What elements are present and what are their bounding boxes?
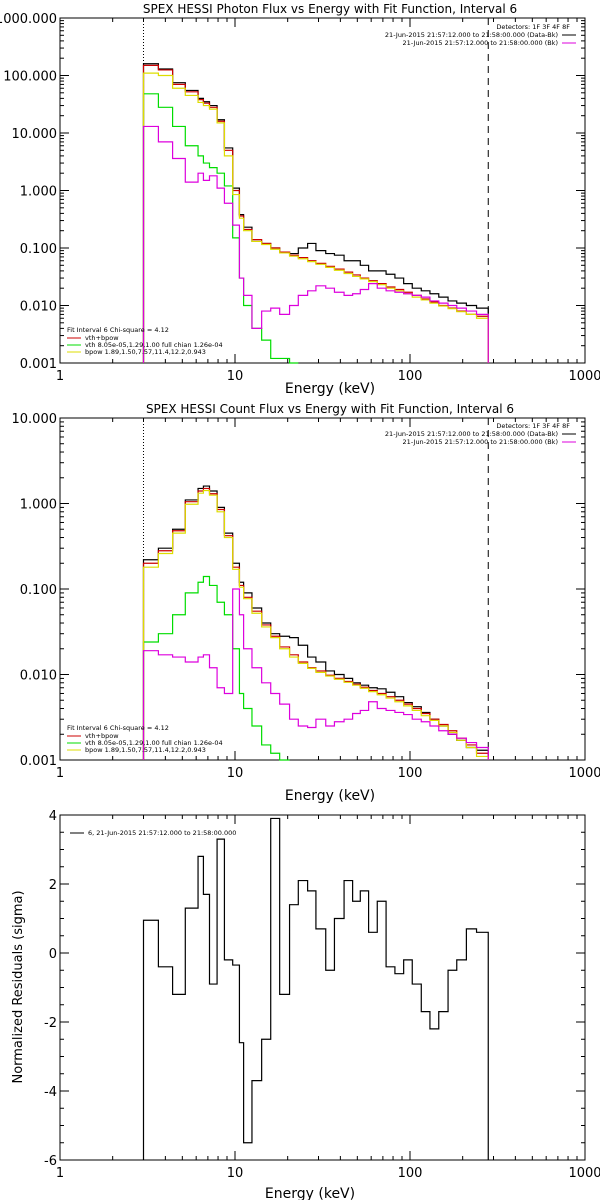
count-flux-series (142, 485, 489, 761)
count-flux-y-ticks: 0.001 0.010 0.100 1.000 10.000 (12, 412, 585, 769)
photon-flux-y-tick-label: 100.000 (3, 70, 57, 85)
photon-flux-legend-top-right: Detectors: 1F 3F 4F 8F 21-Jun-2015 21:57… (385, 23, 576, 47)
residuals-x-tick-label: 100 (398, 1166, 423, 1181)
residuals-x-tick-label: 1 (56, 1166, 64, 1181)
photon-flux-x-tick-label: 1000 (568, 369, 600, 384)
count-flux-legend-data: 21-Jun-2015 21:57:12.000 to 21:58:00.000… (385, 430, 558, 438)
count-flux-title: SPEX HESSI Count Flux vs Energy with Fit… (146, 402, 514, 416)
photon-flux-legend-bottom-left: Fit Interval 6 Chi-square = 4.12 vth+bpo… (67, 326, 223, 356)
photon-flux-series-line-3 (142, 72, 489, 363)
photon-flux-y-tick-label: 1.000 (20, 185, 57, 200)
count-flux-y-tick-label: 0.001 (20, 754, 57, 769)
count-flux-legend-detectors: Detectors: 1F 3F 4F 8F (496, 422, 570, 430)
count-flux-legend-bottom-left: Fit Interval 6 Chi-square = 4.12 vth+bpo… (67, 724, 223, 754)
residuals-x-ticks: 1 10 100 1000 (56, 815, 600, 1181)
photon-flux-series-line-2 (142, 93, 299, 364)
photon-flux-series-line-1 (142, 64, 489, 363)
photon-flux-y-tick-label: 0.100 (20, 242, 57, 257)
photon-flux-y-tick-label: 1000.000 (0, 12, 57, 27)
photon-flux-y-tick-label: 10.000 (12, 127, 58, 142)
count-flux-legend-vth: vth 8.05e-05,1.29,1.00 full chian 1.26e-… (85, 739, 223, 747)
photon-flux-y-tick-label: 0.010 (20, 300, 57, 315)
photon-flux-legend-bpow: bpow 1.89,1.50,7.57,11.4,12.2,0.943 (85, 348, 206, 356)
count-flux-series-line-4 (142, 588, 489, 760)
photon-flux-x-ticks: 1 10 100 1000 (56, 18, 600, 384)
photon-flux-series (142, 63, 489, 364)
residuals-y-tick-label: -6 (44, 1154, 57, 1169)
count-flux-legend-total: vth+bpow (85, 732, 119, 740)
photon-flux-x-tick-label: 10 (227, 369, 244, 384)
residuals-y-axis-label: Normalized Residuals (sigma) (11, 890, 26, 1083)
photon-flux-legend-total: vth+bpow (85, 334, 119, 342)
photon-flux-legend-bk: 21-Jun-2015 21:57:12.000 to 21:58:00.000… (403, 39, 558, 47)
photon-flux-x-tick-label: 1 (56, 369, 64, 384)
count-flux-markers (142, 418, 489, 760)
residuals-panel: -6 -4 -2 0 2 4 1 10 100 1000 Energy (keV) Normal… (11, 809, 600, 1200)
photon-flux-markers (142, 18, 489, 363)
photon-flux-y-ticks: 0.001 0.010 0.100 1.000 10.000 100.000 1000.00… (0, 12, 585, 372)
count-flux-legend-fit: Fit Interval 6 Chi-square = 4.12 (67, 724, 169, 732)
residuals-y-tick-label: 0 (49, 947, 57, 962)
count-flux-x-tick-label: 10 (227, 766, 244, 781)
photon-flux-panel: SPEX HESSI Photon Flux vs Energy with Fi… (0, 2, 600, 397)
count-flux-x-axis-label: Energy (keV) (285, 788, 375, 804)
count-flux-legend-top-right: Detectors: 1F 3F 4F 8F 21-Jun-2015 21:57… (385, 422, 576, 446)
photon-flux-legend-detectors: Detectors: 1F 3F 4F 8F (496, 23, 570, 31)
residuals-legend: 6, 21-Jun-2015 21:57:12.000 to 21:58:00.… (88, 829, 236, 837)
count-flux-y-tick-label: 0.100 (20, 583, 57, 598)
count-flux-series-line-2 (142, 575, 290, 761)
count-flux-y-tick-label: 0.010 (20, 669, 57, 684)
photon-flux-series-line-4 (142, 125, 489, 363)
count-flux-x-tick-label: 100 (398, 766, 423, 781)
count-flux-x-tick-label: 1000 (568, 766, 600, 781)
residuals-y-tick-label: -2 (44, 1016, 57, 1031)
count-flux-legend-bpow: bpow 1.89,1.50,7.57,11.4,12.2,0.943 (85, 746, 206, 754)
count-flux-x-tick-label: 1 (56, 766, 64, 781)
residuals-series (142, 817, 489, 1160)
count-flux-plot-frame (59, 417, 586, 761)
photon-flux-plot-frame (59, 17, 586, 364)
photon-flux-x-axis-label: Energy (keV) (285, 381, 375, 397)
photon-flux-legend-fit: Fit Interval 6 Chi-square = 4.12 (67, 326, 169, 334)
count-flux-legend-bk: 21-Jun-2015 21:57:12.000 to 21:58:00.000… (403, 438, 558, 446)
photon-flux-series-line-0 (142, 63, 489, 363)
photon-flux-y-tick-label: 0.001 (20, 357, 57, 372)
count-flux-series-line-3 (142, 489, 489, 760)
count-flux-x-ticks: 1 10 100 1000 (56, 418, 600, 781)
count-flux-panel: SPEX HESSI Count Flux vs Energy with Fit… (12, 402, 600, 804)
residuals-x-tick-label: 10 (227, 1166, 244, 1181)
residuals-y-ticks: -6 -4 -2 0 2 4 (44, 809, 585, 1169)
residuals-x-axis-label: Energy (keV) (265, 1186, 355, 1200)
count-flux-y-tick-label: 1.000 (20, 498, 57, 513)
count-flux-y-tick-label: 10.000 (12, 412, 58, 427)
residuals-plot-frame (59, 814, 586, 1161)
residuals-series-line-0 (142, 817, 489, 1160)
residuals-x-tick-label: 1000 (568, 1166, 600, 1181)
photon-flux-title: SPEX HESSI Photon Flux vs Energy with Fi… (143, 2, 517, 16)
residuals-y-tick-label: 4 (49, 809, 57, 824)
residuals-y-tick-label: 2 (49, 878, 57, 893)
photon-flux-legend-data: 21-Jun-2015 21:57:12.000 to 21:58:00.000… (385, 31, 558, 39)
photon-flux-x-tick-label: 100 (398, 369, 423, 384)
photon-flux-legend-vth: vth 8.05e-05,1.29,1.00 full chian 1.26e-… (85, 341, 223, 349)
residuals-y-tick-label: -4 (44, 1085, 57, 1100)
